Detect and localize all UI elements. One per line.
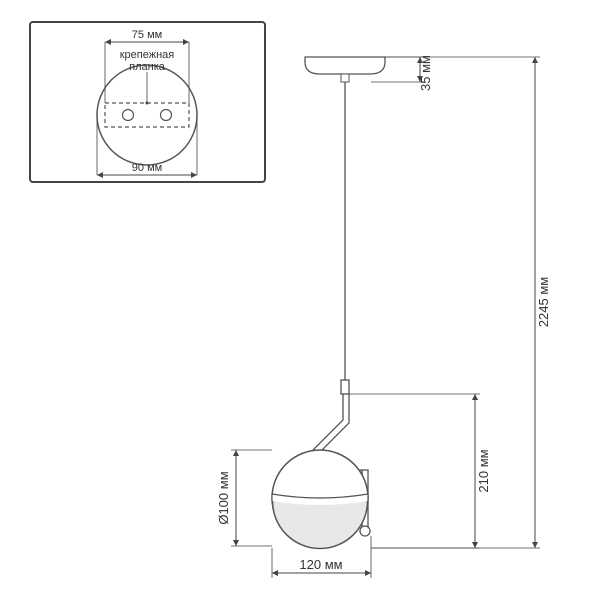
base-diameter-label: 90 мм [132, 162, 162, 174]
total-height-label: 2245 мм [536, 277, 551, 327]
dim-fixture-height: 210 мм [349, 394, 491, 548]
globe-diameter-label: Ø100 мм [216, 471, 231, 524]
dim-base-diameter: 90 мм [97, 115, 197, 178]
canopy [305, 57, 385, 74]
dim-globe-diameter: Ø100 мм [216, 450, 272, 546]
bracket-label-group: крепежная планка [120, 49, 175, 105]
globe [272, 450, 368, 549]
bracket-label-l1: крепежная [120, 49, 175, 61]
inset-detail: 75 мм крепежная планка 90 мм [30, 22, 265, 182]
main-elevation: 35 мм 2245 мм 210 мм Ø100 мм [216, 55, 551, 578]
base-width-label: 120 мм [299, 557, 342, 572]
technical-drawing: 75 мм крепежная планка 90 мм [0, 0, 600, 600]
bracket-width-label: 75 мм [132, 29, 162, 41]
canopy-height-label: 35 мм [418, 55, 433, 91]
fixture-height-label: 210 мм [476, 449, 491, 492]
dim-total-height: 2245 мм [371, 57, 551, 548]
bracket-label-l2: планка [129, 61, 166, 73]
